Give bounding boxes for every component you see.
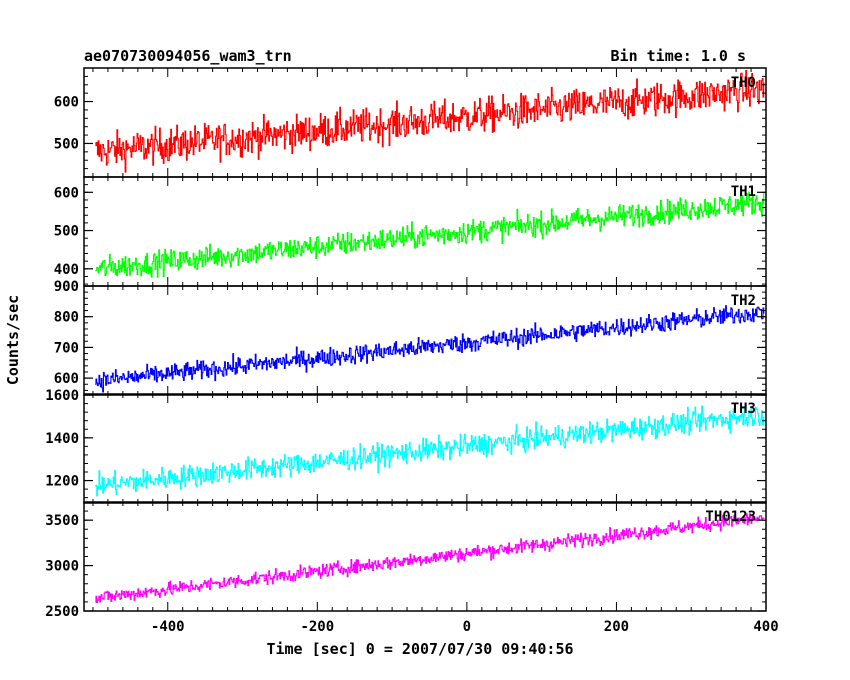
panel-th1: 400 500 600 TH1 <box>54 176 767 287</box>
y-tick-label: 600 <box>54 95 79 111</box>
panel-label: TH1 <box>731 184 756 200</box>
y-tick-label: 600 <box>54 371 79 387</box>
chart-title: ae070730094056_wam3_trn <box>84 47 292 65</box>
panel-frame <box>83 393 767 504</box>
y-axis-label: Counts/sec <box>4 295 22 385</box>
panel-th0123: 2500 3000 3500 TH0123 <box>45 501 767 620</box>
series-th0123 <box>95 513 765 604</box>
x-tick-label: 0 <box>463 619 471 635</box>
panel-frame <box>83 285 767 396</box>
panel-label: TH3 <box>731 401 756 417</box>
panel-th2: 600 700 800 900 TH2 <box>54 279 767 396</box>
y-tick-label: 1200 <box>45 474 79 490</box>
series-th2 <box>95 305 765 393</box>
y-tick-label: 800 <box>54 310 79 326</box>
y-tick-label: 3500 <box>45 513 79 529</box>
x-axis-label: Time [sec] 0 = 2007/07/30 09:40:56 <box>266 640 573 658</box>
y-tick-label: 900 <box>54 279 79 295</box>
panel-frame <box>83 501 767 612</box>
panel-label: TH0 <box>731 75 756 91</box>
y-tick-label: 500 <box>54 136 79 152</box>
series-th1 <box>95 191 765 278</box>
y-tick-label: 400 <box>54 262 79 278</box>
x-tick-label: -400 <box>151 619 185 635</box>
x-tick-label: 400 <box>753 619 778 635</box>
panel-label: TH0123 <box>705 509 756 525</box>
y-tick-label: 1400 <box>45 431 79 447</box>
y-tick-label: 500 <box>54 224 79 240</box>
y-tick-label: 700 <box>54 340 79 356</box>
x-tick-label: -200 <box>300 619 334 635</box>
panels-group: 500 600 TH0 400 500 600 TH1 600 700 800 900 TH2 1200… <box>45 67 767 620</box>
series-th3 <box>95 405 765 497</box>
panel-th3: 1200 1400 1600 TH3 <box>45 388 767 504</box>
panel-label: TH2 <box>731 293 756 309</box>
y-tick-label: 600 <box>54 185 79 201</box>
x-axis: -400 -200 0 200 400 <box>151 619 779 635</box>
y-tick-label: 2500 <box>45 604 79 620</box>
y-tick-label: 1600 <box>45 388 79 404</box>
bin-time-label: Bin time: 1.0 s <box>611 47 746 65</box>
series-th0 <box>95 70 765 173</box>
y-tick-label: 3000 <box>45 559 79 575</box>
panel-th0: 500 600 TH0 <box>54 67 767 178</box>
x-tick-label: 200 <box>604 619 629 635</box>
